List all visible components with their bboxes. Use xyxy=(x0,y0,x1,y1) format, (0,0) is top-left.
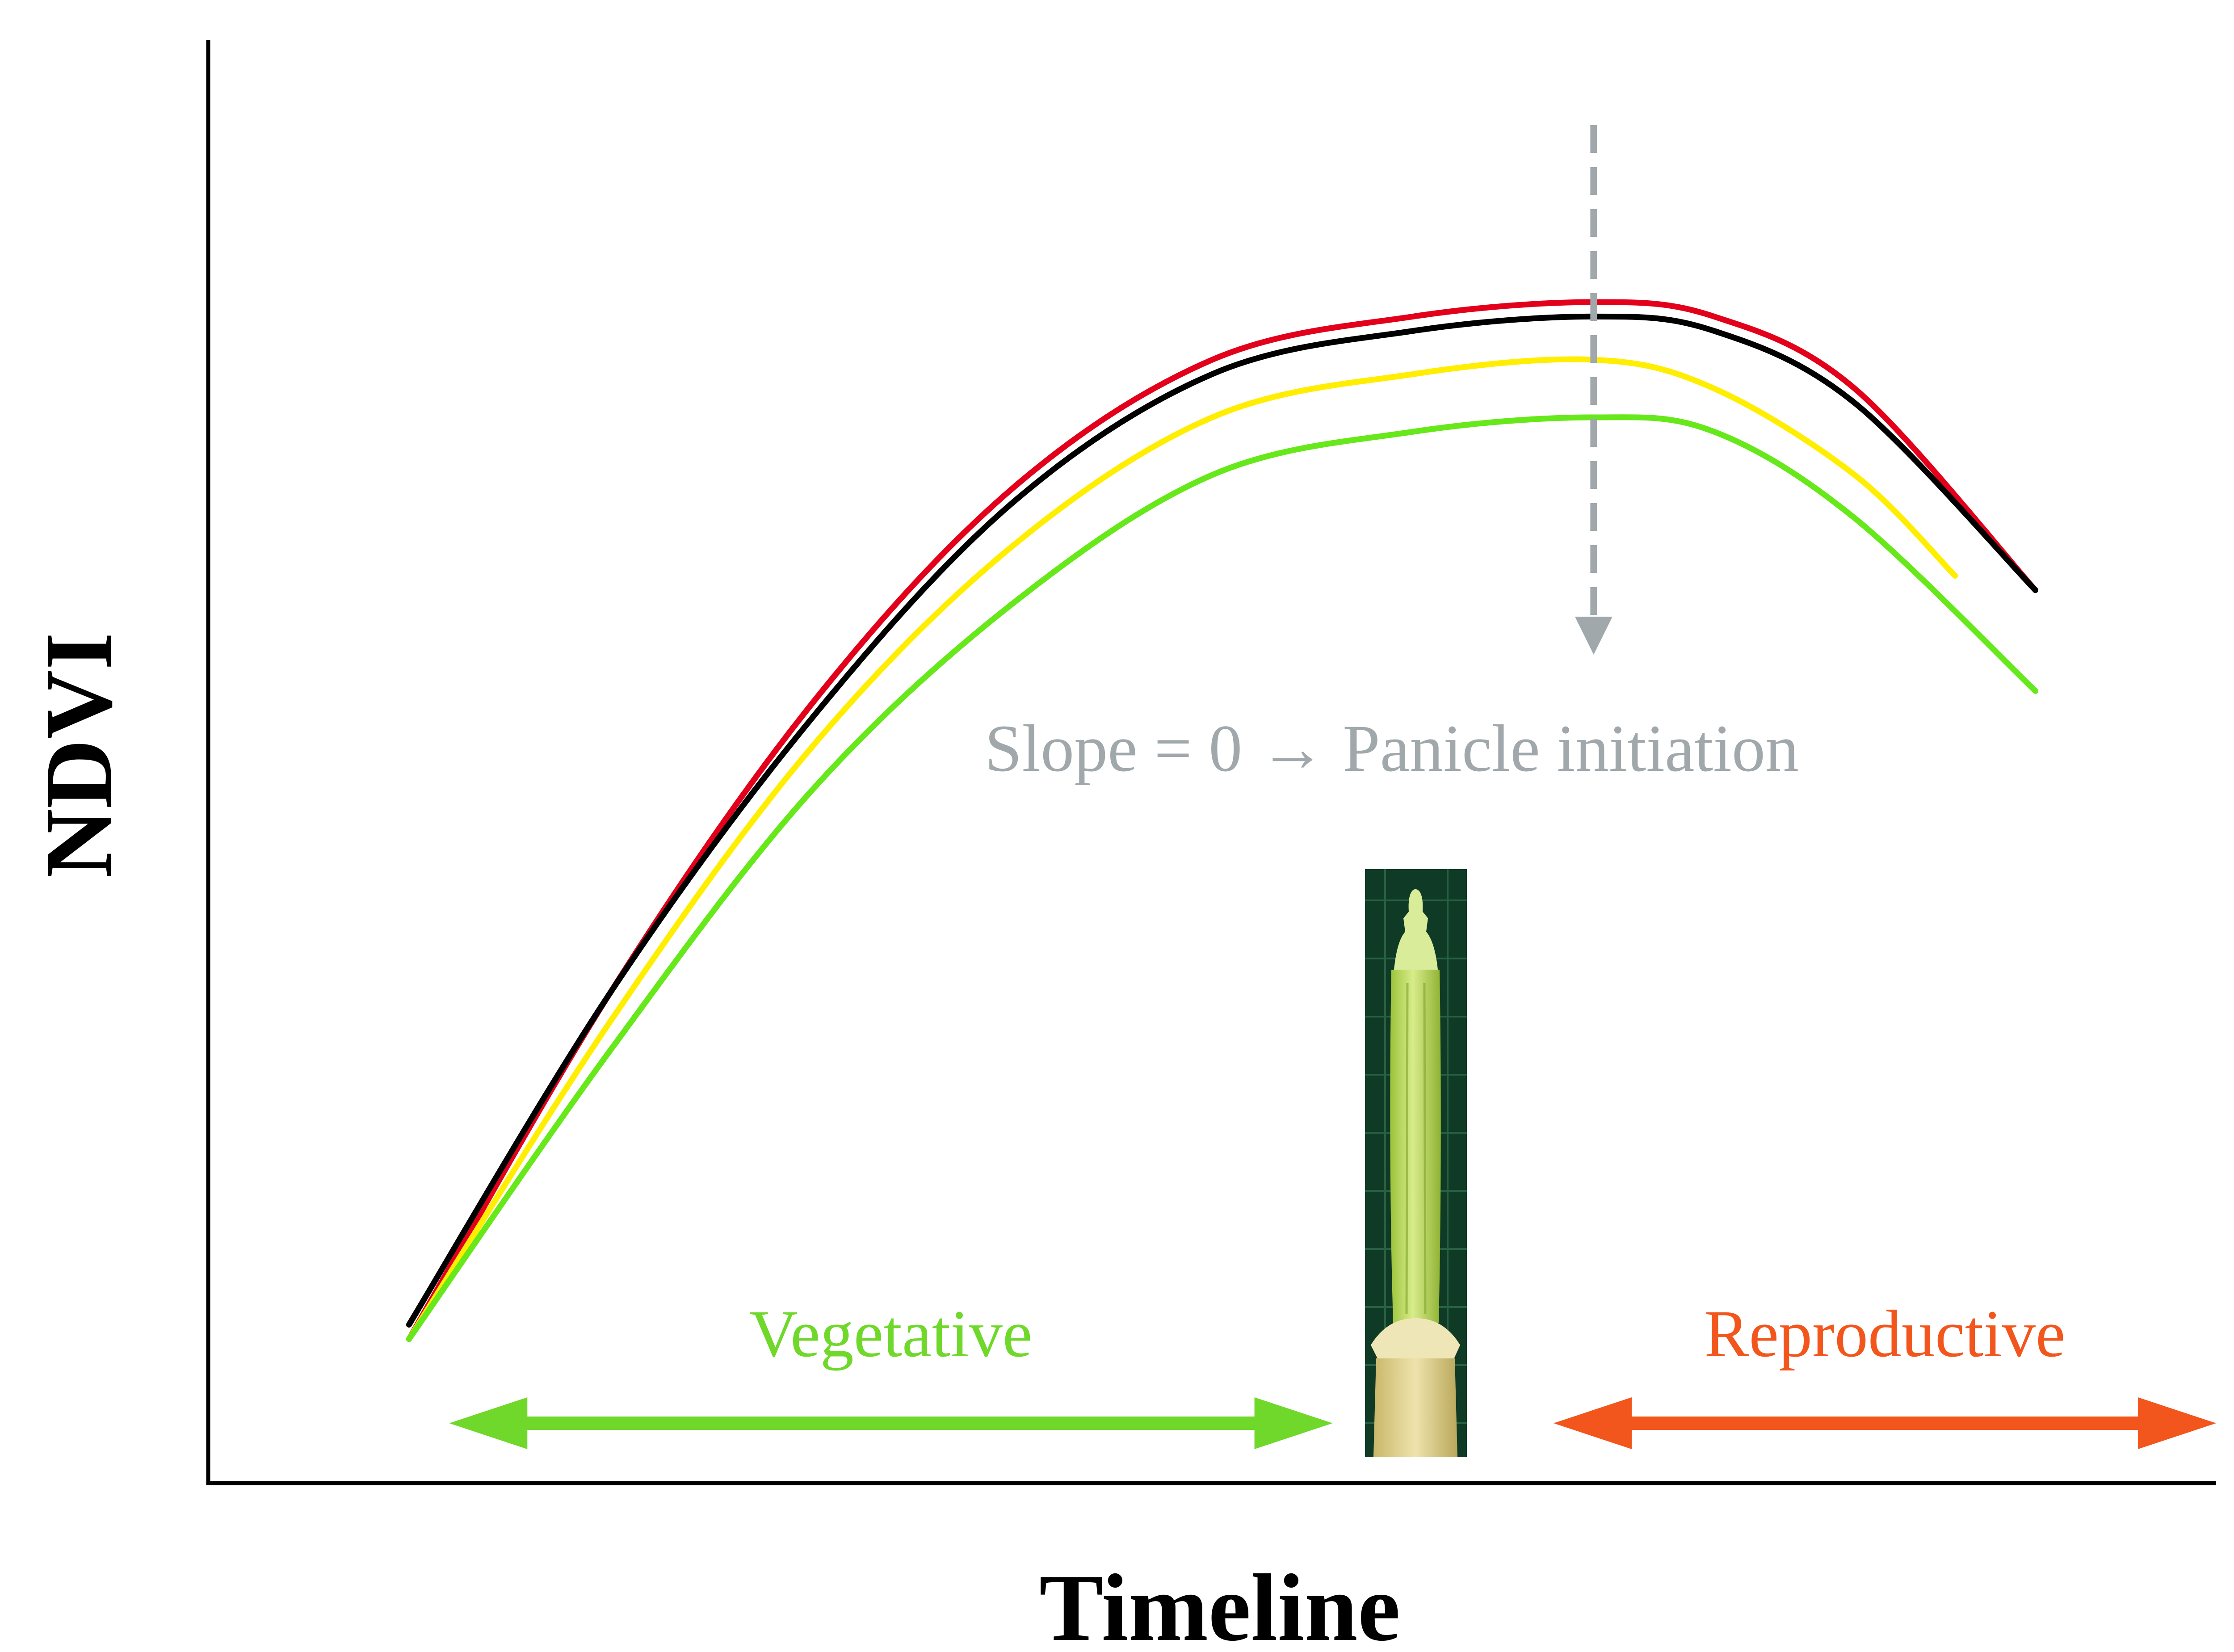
reproductive-arrow-right-head xyxy=(2138,1397,2216,1449)
series-line-3 xyxy=(406,356,1958,1342)
panicle-initiation-marker xyxy=(1575,125,1613,655)
rice-panicle-photo xyxy=(1365,869,1467,1457)
vegetative-label: Vegetative xyxy=(749,1297,1032,1371)
vegetative-arrow-left-head xyxy=(449,1397,528,1449)
vegetative-arrow-right-head xyxy=(1254,1397,1333,1449)
series-layer xyxy=(406,299,2039,1342)
vegetative-arrow-shaft xyxy=(523,1417,1259,1430)
reproductive-arrow-left-head xyxy=(1553,1397,1632,1449)
slope-arrow-head xyxy=(1575,617,1613,655)
vegetative-phase: Vegetative xyxy=(449,1297,1333,1449)
reproductive-phase: Reproductive xyxy=(1553,1297,2216,1449)
x-axis-title: Timeline xyxy=(1039,1554,1400,1652)
series-line-2 xyxy=(406,313,2039,1328)
reproductive-label: Reproductive xyxy=(1704,1297,2065,1371)
slope-annotation: Slope = 0 → Panicle initiation xyxy=(985,711,1799,786)
reproductive-arrow-shaft xyxy=(1627,1417,2142,1430)
series-line-4 xyxy=(406,414,2039,1342)
series-line-1 xyxy=(406,299,2039,1342)
y-axis-title: NDVI xyxy=(25,632,132,878)
